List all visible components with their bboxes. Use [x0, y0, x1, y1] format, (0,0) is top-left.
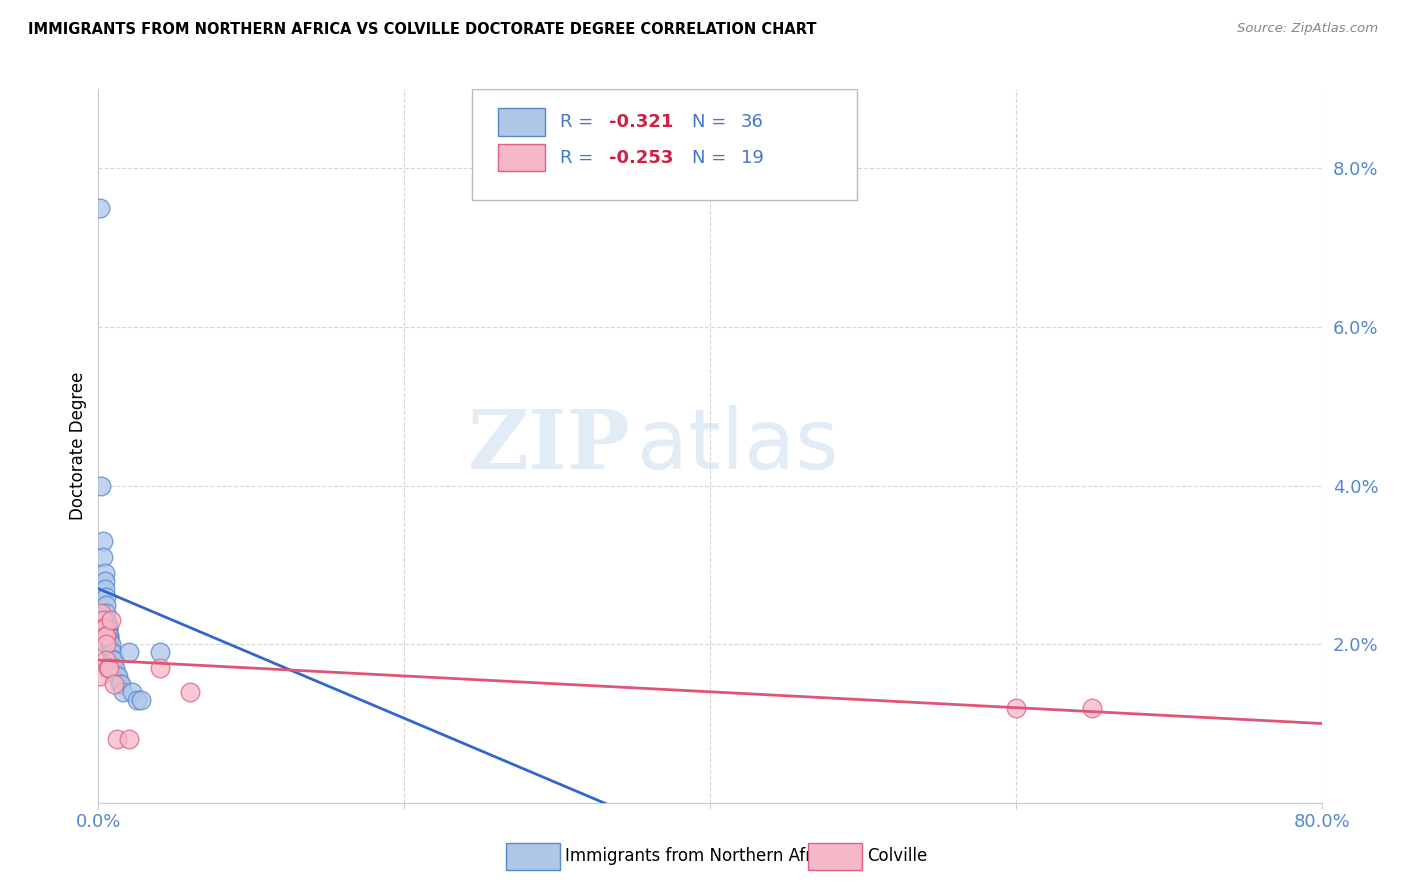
- Text: IMMIGRANTS FROM NORTHERN AFRICA VS COLVILLE DOCTORATE DEGREE CORRELATION CHART: IMMIGRANTS FROM NORTHERN AFRICA VS COLVI…: [28, 22, 817, 37]
- Text: N =: N =: [692, 113, 731, 131]
- Point: [98, 629, 121, 643]
- Point: [100, 637, 122, 651]
- Point: [118, 732, 141, 747]
- Point: [111, 685, 134, 699]
- Point: [108, 677, 131, 691]
- Point: [94, 629, 117, 643]
- Point: [104, 661, 127, 675]
- Text: -0.321: -0.321: [609, 113, 673, 131]
- Point: [105, 669, 128, 683]
- Point: [101, 653, 124, 667]
- Point: [97, 621, 120, 635]
- Point: [1004, 700, 1026, 714]
- Point: [107, 669, 129, 683]
- Point: [90, 606, 112, 620]
- Point: [97, 617, 120, 632]
- Point: [94, 653, 117, 667]
- Point: [105, 732, 128, 747]
- Text: -0.253: -0.253: [609, 149, 673, 167]
- Point: [91, 549, 114, 564]
- Point: [110, 677, 132, 691]
- Point: [94, 614, 117, 628]
- Point: [149, 661, 172, 675]
- Bar: [498, 109, 546, 136]
- Point: [98, 629, 121, 643]
- Point: [89, 201, 111, 215]
- Point: [97, 661, 120, 675]
- Text: N =: N =: [692, 149, 731, 167]
- Text: Colville: Colville: [868, 847, 928, 865]
- Point: [103, 653, 125, 667]
- Y-axis label: Doctorate Degree: Doctorate Degree: [69, 372, 87, 520]
- Point: [93, 582, 115, 596]
- Point: [101, 645, 124, 659]
- Point: [125, 692, 148, 706]
- Text: 36: 36: [741, 113, 763, 131]
- Point: [98, 637, 121, 651]
- Point: [93, 621, 115, 635]
- Point: [103, 677, 125, 691]
- Point: [93, 566, 115, 580]
- Point: [89, 669, 111, 683]
- FancyBboxPatch shape: [471, 89, 856, 200]
- Point: [97, 621, 120, 635]
- Point: [91, 621, 114, 635]
- Point: [94, 598, 117, 612]
- Point: [100, 645, 122, 659]
- Point: [93, 629, 115, 643]
- Point: [97, 625, 120, 640]
- Text: Source: ZipAtlas.com: Source: ZipAtlas.com: [1237, 22, 1378, 36]
- Point: [90, 478, 112, 492]
- Point: [103, 653, 125, 667]
- Point: [98, 661, 121, 675]
- Text: R =: R =: [560, 149, 599, 167]
- Point: [98, 633, 121, 648]
- Point: [94, 606, 117, 620]
- Point: [91, 534, 114, 549]
- Point: [91, 614, 114, 628]
- Text: Immigrants from Northern Africa: Immigrants from Northern Africa: [565, 847, 837, 865]
- Point: [118, 645, 141, 659]
- Point: [94, 637, 117, 651]
- Point: [93, 574, 115, 588]
- Point: [149, 645, 172, 659]
- Text: R =: R =: [560, 113, 599, 131]
- Point: [179, 685, 201, 699]
- Text: atlas: atlas: [637, 406, 838, 486]
- Point: [100, 614, 122, 628]
- Bar: [498, 145, 546, 171]
- Point: [1081, 700, 1104, 714]
- Point: [94, 590, 117, 604]
- Text: 19: 19: [741, 149, 763, 167]
- Point: [129, 692, 152, 706]
- Point: [121, 685, 143, 699]
- Text: ZIP: ZIP: [468, 406, 630, 486]
